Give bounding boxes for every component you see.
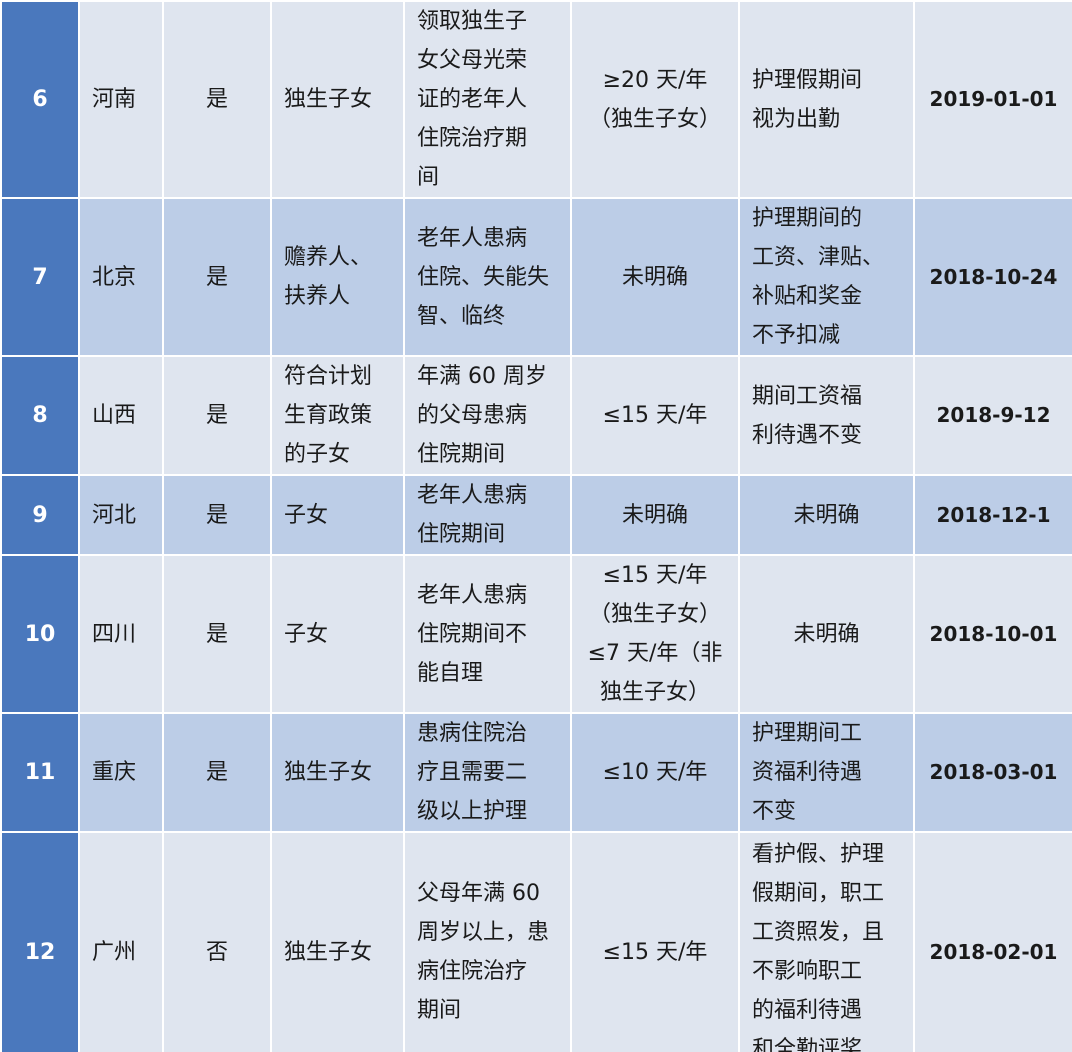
table-cell: 是 bbox=[162, 712, 272, 833]
table-cell: 未明确 bbox=[738, 474, 915, 556]
table-cell: 是 bbox=[162, 474, 272, 556]
table-row: 7 北京是赡养人、 扶养人 老年人患病 住院、失能失 智、临终 未明确 护理期间的 工资… bbox=[0, 197, 1072, 357]
table-cell: 2019-01-01 bbox=[913, 0, 1072, 199]
table-cell: ≤10 天/年 bbox=[570, 712, 740, 833]
table-cell: ≤15 天/年 （独生子女） ≤7 天/年（非 独生子女） bbox=[570, 554, 740, 714]
table-cell: ≤15 天/年 bbox=[570, 831, 740, 1052]
table-cell: 是 bbox=[162, 0, 272, 199]
table-cell: 父母年满 60 周岁以上，患 病住院治疗 期间 bbox=[403, 831, 572, 1052]
table-cell: 护理假期间 视为出勤 bbox=[738, 0, 915, 199]
table-cell: 山西 bbox=[78, 355, 164, 476]
table-cell: 子女 bbox=[270, 474, 405, 556]
table-cell: 未明确 bbox=[738, 554, 915, 714]
table-cell: 是 bbox=[162, 355, 272, 476]
table-cell: 领取独生子 女父母光荣 证的老年人 住院治疗期 间 bbox=[403, 0, 572, 199]
table-cell: 10 bbox=[0, 554, 80, 714]
table-cell: 老年人患病 住院期间不 能自理 bbox=[403, 554, 572, 714]
table-cell: ≥20 天/年 （独生子女） bbox=[570, 0, 740, 199]
table-cell: 看护假、护理 假期间，职工 工资照发，且 不影响职工 的福利待遇 和全勤评奖 bbox=[738, 831, 915, 1052]
table-cell: 2018-02-01 bbox=[913, 831, 1072, 1052]
table-cell: 年满 60 周岁 的父母患病 住院期间 bbox=[403, 355, 572, 476]
table-row: 11 重庆是独生子女 患病住院治 疗且需要二 级以上护理 ≤10 天/年 护理期间工 资… bbox=[0, 712, 1072, 833]
table-cell: 6 bbox=[0, 0, 80, 199]
table-row: 10 四川是子女 老年人患病 住院期间不 能自理 ≤15 天/年 （独生子女） ≤7 … bbox=[0, 554, 1072, 714]
table-cell: 四川 bbox=[78, 554, 164, 714]
table-cell: 是 bbox=[162, 554, 272, 714]
table-cell: 未明确 bbox=[570, 474, 740, 556]
table-cell: 子女 bbox=[270, 554, 405, 714]
table-cell: 7 bbox=[0, 197, 80, 357]
table-cell: 12 bbox=[0, 831, 80, 1052]
table-row: 8 山西是符合计划 生育政策 的子女 年满 60 周岁 的父母患病 住院期间 ≤15 … bbox=[0, 355, 1072, 476]
table-cell: 2018-9-12 bbox=[913, 355, 1072, 476]
table-cell: 老年人患病 住院、失能失 智、临终 bbox=[403, 197, 572, 357]
table-cell: 赡养人、 扶养人 bbox=[270, 197, 405, 357]
table-cell: 符合计划 生育政策 的子女 bbox=[270, 355, 405, 476]
table-cell: 9 bbox=[0, 474, 80, 556]
table-cell: 河北 bbox=[78, 474, 164, 556]
table-cell: 2018-10-24 bbox=[913, 197, 1072, 357]
table-cell: 独生子女 bbox=[270, 0, 405, 199]
table-row: 9 河北是子女 老年人患病 住院期间 未明确 未明确 2018-12-1 bbox=[0, 474, 1072, 556]
table-cell: 独生子女 bbox=[270, 831, 405, 1052]
table-cell: 老年人患病 住院期间 bbox=[403, 474, 572, 556]
table-cell: 2018-12-1 bbox=[913, 474, 1072, 556]
table-cell: 2018-10-01 bbox=[913, 554, 1072, 714]
table-cell: 8 bbox=[0, 355, 80, 476]
table-cell: 未明确 bbox=[570, 197, 740, 357]
table-cell: 河南 bbox=[78, 0, 164, 199]
table-cell: 护理期间的 工资、津贴、 补贴和奖金 不予扣减 bbox=[738, 197, 915, 357]
table-cell: 独生子女 bbox=[270, 712, 405, 833]
table-cell: 重庆 bbox=[78, 712, 164, 833]
table-cell: 期间工资福 利待遇不变 bbox=[738, 355, 915, 476]
table-cell: 北京 bbox=[78, 197, 164, 357]
table-row: 12 广州否独生子女 父母年满 60 周岁以上，患 病住院治疗 期间 ≤15 天/年看… bbox=[0, 831, 1072, 1052]
table-row: 6 河南是独生子女 领取独生子 女父母光荣 证的老年人 住院治疗期 间 ≥20 天/年… bbox=[0, 0, 1072, 199]
table-cell: 广州 bbox=[78, 831, 164, 1052]
table-cell: 护理期间工 资福利待遇 不变 bbox=[738, 712, 915, 833]
table-cell: 是 bbox=[162, 197, 272, 357]
table-cell: 11 bbox=[0, 712, 80, 833]
table-cell: 患病住院治 疗且需要二 级以上护理 bbox=[403, 712, 572, 833]
table-cell: 2018-03-01 bbox=[913, 712, 1072, 833]
table-cell: 否 bbox=[162, 831, 272, 1052]
table-cell: ≤15 天/年 bbox=[570, 355, 740, 476]
